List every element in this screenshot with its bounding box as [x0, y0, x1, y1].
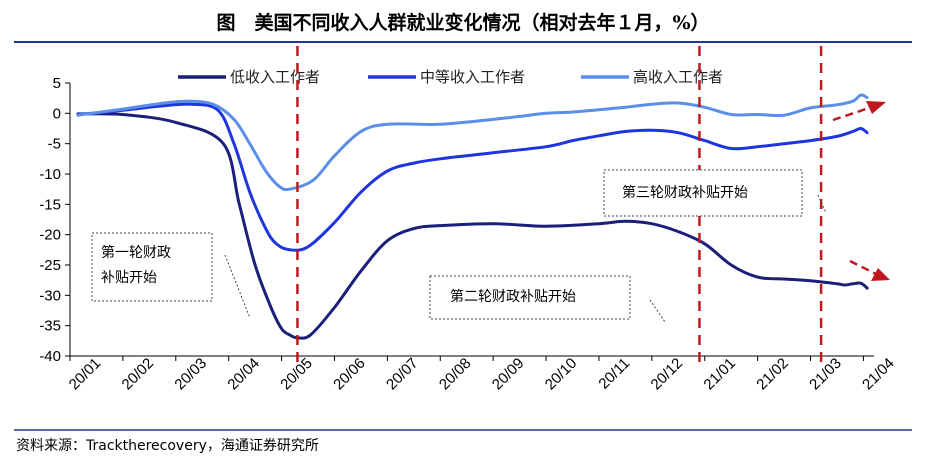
legend-label-low: 低收入工作者 — [230, 68, 320, 86]
x-tick-label: 20/09 — [489, 355, 528, 394]
annotation-box-3 — [603, 169, 803, 217]
x-tick-label: 21/01 — [700, 355, 739, 394]
legend-label-high: 高收入工作者 — [633, 68, 723, 86]
trend-arrow-up-head — [866, 101, 886, 114]
x-tick-label: 20/08 — [436, 355, 475, 394]
x-tick-label: 21/02 — [753, 355, 792, 394]
y-ticks: 5 0 -5 -10 -15 -20 -25 -30 -35 -40 — [39, 75, 70, 365]
annotation-3-leader — [817, 194, 827, 214]
y-tick-label: -15 — [39, 196, 61, 213]
series-group — [76, 93, 869, 340]
y-tick-label: -20 — [39, 227, 61, 244]
x-ticks: 20/01 20/02 20/03 20/04 20/05 20/06 20/07 20/08… — [66, 355, 898, 394]
x-tick-label: 20/12 — [648, 355, 687, 394]
x-tick-label: 20/04 — [224, 355, 263, 394]
annotation-round-3: 第三轮财政补贴开始 — [603, 169, 827, 217]
annotation-round-1: 第一轮财政 补贴开始 — [91, 232, 251, 319]
legend-label-mid: 中等收入工作者 — [420, 68, 525, 86]
annotation-1-line-2: 补贴开始 — [101, 270, 157, 286]
annotation-round-2: 第二轮财政补贴开始 — [429, 275, 666, 323]
x-tick-label: 21/03 — [806, 355, 845, 394]
y-tick-label: -10 — [39, 166, 61, 183]
x-tick-label: 20/03 — [171, 355, 210, 394]
x-tick-label: 20/01 — [66, 355, 105, 394]
trend-arrow-down-head — [871, 268, 890, 281]
series-line-mid — [76, 102, 869, 252]
y-tick-label: -25 — [39, 257, 61, 274]
chart-title: 图 美国不同收入人群就业变化情况（相对去年１月，%） — [216, 11, 709, 34]
annotation-box-1 — [91, 232, 213, 302]
annotation-1-leader — [224, 254, 251, 319]
y-tick-label: 0 — [53, 105, 61, 122]
x-tick-label: 20/02 — [119, 355, 158, 394]
x-tick-label: 20/11 — [595, 355, 633, 393]
annotation-1-line-1: 第一轮财政 — [101, 244, 171, 261]
trend-arrow-up-shaft — [832, 105, 873, 122]
trend-arrow-down — [849, 259, 890, 281]
annotation-box-2 — [429, 275, 631, 320]
x-tick-label: 21/04 — [859, 355, 898, 394]
annotation-2-line-1: 第二轮财政补贴开始 — [450, 288, 576, 305]
annotation-3-line-1: 第三轮财政补贴开始 — [622, 184, 748, 201]
x-tick-label: 20/06 — [330, 355, 369, 394]
y-tick-label: -40 — [39, 348, 61, 365]
trend-arrow-down-shaft — [849, 259, 877, 276]
y-tick-label: -30 — [39, 287, 61, 304]
x-tick-label: 20/10 — [542, 355, 581, 394]
series-line-low — [76, 112, 869, 340]
source-note: 资料来源：Tracktherecovery，海通证券研究所 — [16, 438, 319, 454]
y-tick-label: -5 — [48, 136, 61, 153]
legend: 低收入工作者 中等收入工作者 高收入工作者 — [178, 68, 723, 86]
series-line-high — [76, 93, 869, 192]
x-tick-label: 20/07 — [383, 355, 422, 394]
y-tick-label: -35 — [39, 318, 61, 335]
trend-arrow-up — [832, 101, 886, 122]
y-tick-label: 5 — [53, 75, 61, 92]
annotation-2-leader — [649, 299, 666, 323]
